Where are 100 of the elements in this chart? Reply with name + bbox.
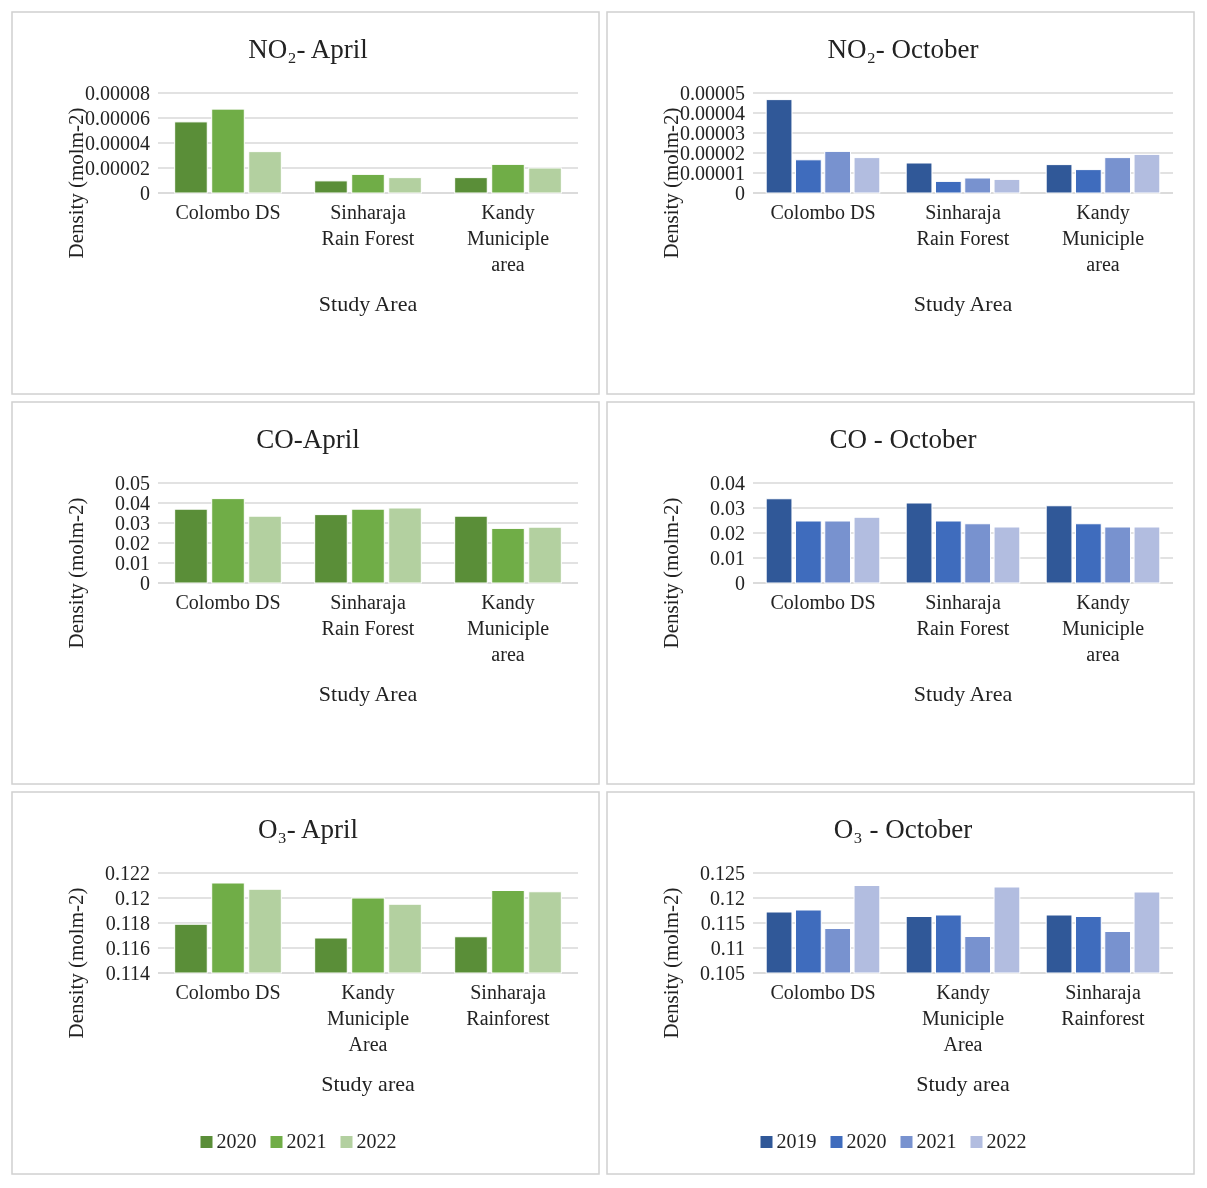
bar — [388, 507, 422, 584]
bar — [1104, 526, 1132, 584]
bar — [794, 159, 822, 194]
legend-label: 2021 — [286, 1130, 327, 1152]
chart-title: O₃ - October — [833, 814, 973, 844]
bar — [248, 515, 282, 584]
y-tick-label: 0.01 — [115, 552, 150, 574]
y-tick-label: 0.115 — [700, 912, 745, 934]
bar — [211, 108, 245, 194]
x-tick-label: Kandy Municiple area — [466, 591, 550, 665]
chart-title: NO₂- October — [827, 34, 979, 64]
chart-title: CO - October — [829, 424, 977, 454]
y-tick-label: 0.04 — [115, 492, 150, 514]
y-tick-label: 0.00008 — [85, 82, 150, 104]
y-tick-label: 0 — [735, 182, 745, 204]
x-tick-label: Kandy Municiple Area — [921, 981, 1005, 1055]
x-tick-label: Kandy Municiple area — [1061, 591, 1145, 665]
x-axis-title: Study Area — [913, 681, 1013, 706]
y-axis-title: Density (molm-2) — [659, 497, 683, 649]
bar — [905, 162, 933, 194]
bar — [528, 167, 562, 194]
bar — [314, 514, 348, 584]
y-axis-title: Density (molm-2) — [64, 107, 88, 259]
chart-title: CO-April — [256, 424, 360, 454]
bar — [314, 180, 348, 194]
legend-label: 2020 — [216, 1130, 257, 1152]
bar — [964, 523, 992, 584]
bar — [491, 163, 525, 194]
bar — [1074, 169, 1102, 194]
x-tick-label: Sinharaja Rainforest — [466, 981, 551, 1029]
y-tick-label: 0.00005 — [680, 82, 745, 104]
y-tick-label: 0.05 — [115, 472, 150, 494]
bar — [211, 498, 245, 584]
x-axis-title: Study area — [916, 1071, 1010, 1096]
x-axis-title: Study Area — [318, 681, 418, 706]
bar — [174, 508, 208, 584]
bar — [528, 526, 562, 584]
bar — [934, 180, 962, 194]
y-tick-label: 0.118 — [105, 912, 150, 934]
y-tick-label: 0.116 — [105, 937, 150, 959]
x-tick-label: Colombo DS — [175, 201, 281, 223]
bar — [905, 502, 933, 584]
y-tick-label: 0.00002 — [85, 157, 150, 179]
bar — [1133, 153, 1161, 194]
bar — [993, 178, 1021, 194]
y-axis-title: Density (molm-2) — [659, 887, 683, 1039]
y-tick-label: 0.02 — [115, 532, 150, 554]
legend-label: 2022 — [356, 1130, 397, 1152]
bar — [1133, 526, 1161, 584]
bar — [765, 99, 793, 194]
y-axis-title: Density (molm-2) — [64, 497, 88, 649]
y-tick-label: 0.03 — [710, 497, 745, 519]
legend-label: 2020 — [846, 1130, 887, 1152]
y-axis-title: Density (molm-2) — [64, 887, 88, 1039]
legend-label: 2021 — [916, 1130, 957, 1152]
bar — [248, 151, 282, 194]
y-tick-label: 0.04 — [710, 472, 745, 494]
x-axis-title: Study Area — [913, 291, 1013, 316]
legend-label: 2022 — [986, 1130, 1027, 1152]
y-tick-label: 0.00006 — [85, 107, 150, 129]
bar — [1045, 164, 1073, 194]
x-tick-label: Colombo DS — [770, 201, 876, 223]
bar — [351, 173, 385, 194]
bar — [174, 121, 208, 194]
bar — [964, 177, 992, 194]
bar — [454, 515, 488, 584]
bar — [853, 157, 881, 194]
bar — [934, 520, 962, 584]
bar — [351, 508, 385, 584]
bar — [993, 526, 1021, 584]
bar — [388, 177, 422, 194]
bar — [824, 150, 852, 194]
y-tick-label: 0 — [140, 572, 150, 594]
x-tick-label: Colombo DS — [175, 591, 281, 613]
x-tick-label: Colombo DS — [770, 591, 876, 613]
bar — [491, 527, 525, 584]
y-tick-label: 0.105 — [700, 962, 745, 984]
x-tick-label: Colombo DS — [770, 981, 876, 1003]
y-tick-label: 0.02 — [710, 522, 745, 544]
y-tick-label: 0.125 — [700, 862, 745, 884]
y-tick-label: 0.03 — [115, 512, 150, 534]
y-tick-label: 0.11 — [710, 937, 745, 959]
y-tick-label: 0.122 — [105, 862, 150, 884]
bar — [454, 177, 488, 194]
x-tick-label: Sinharaja Rainforest — [1061, 981, 1146, 1029]
chart-title: NO₂- April — [248, 34, 368, 64]
x-tick-label: Sinharaja Rain Forest — [916, 591, 1010, 639]
x-tick-label: Kandy Municiple Area — [326, 981, 410, 1055]
bar — [765, 498, 793, 584]
y-tick-label: 0.12 — [115, 887, 150, 909]
bar — [853, 516, 881, 584]
x-tick-label: Colombo DS — [175, 981, 281, 1003]
x-tick-label: Sinharaja Rain Forest — [916, 201, 1010, 249]
bar — [1104, 157, 1132, 194]
bar — [1074, 523, 1102, 584]
bar — [824, 520, 852, 584]
y-tick-label: 0 — [735, 572, 745, 594]
y-tick-label: 0.00004 — [85, 132, 150, 154]
y-tick-label: 0.114 — [105, 962, 150, 984]
y-tick-label: 0 — [140, 182, 150, 204]
